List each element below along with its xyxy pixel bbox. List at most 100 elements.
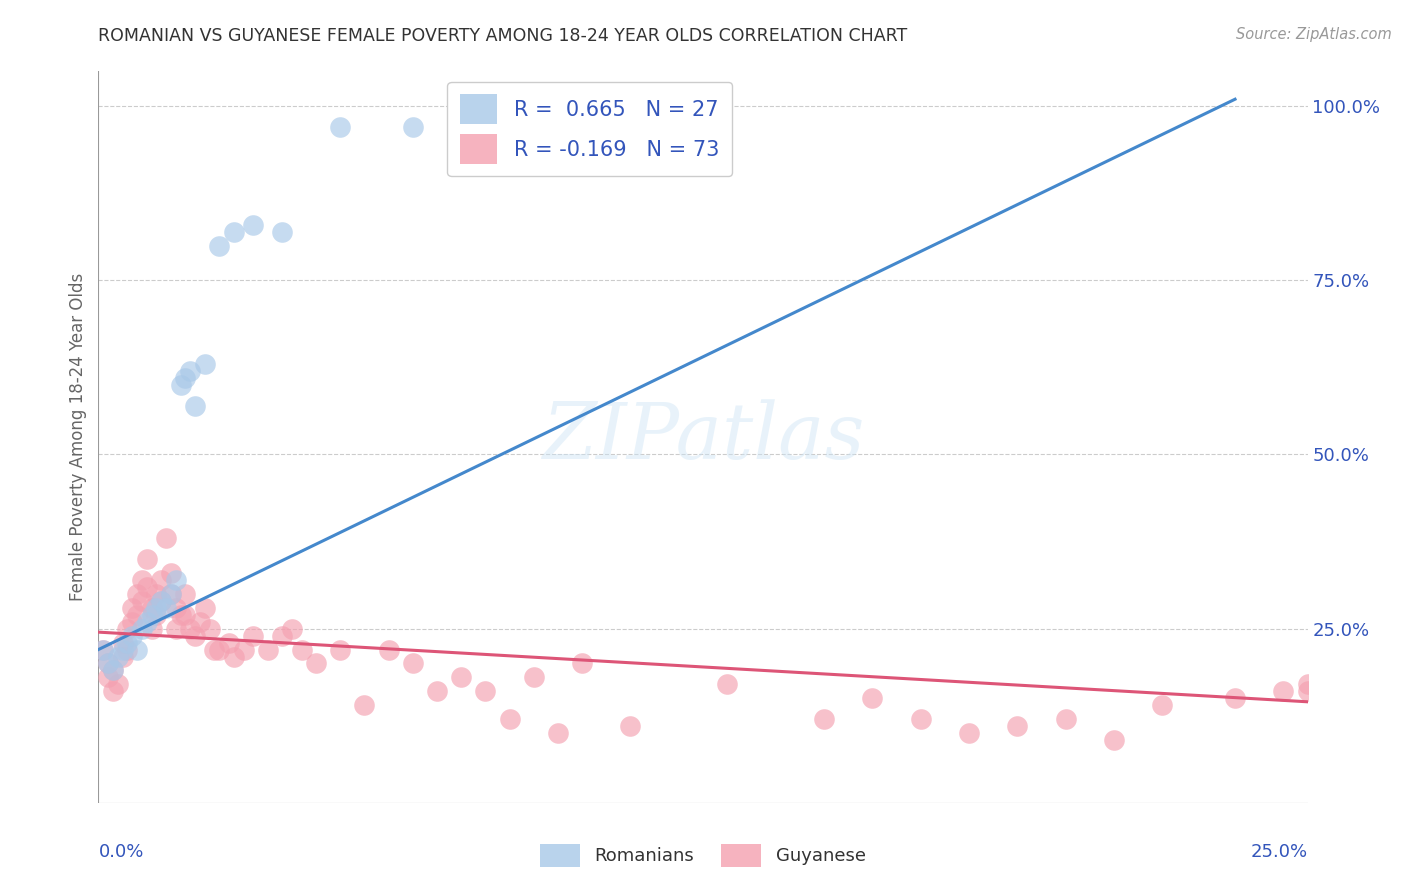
Point	[498, 712, 520, 726]
Point	[716, 677, 738, 691]
Point	[101, 664, 124, 678]
Point	[174, 607, 197, 622]
Point	[232, 642, 254, 657]
Point	[1296, 684, 1319, 698]
Point	[97, 670, 120, 684]
Point	[242, 218, 264, 232]
Point	[160, 587, 183, 601]
Point	[242, 629, 264, 643]
Point	[97, 657, 120, 671]
Point	[281, 622, 304, 636]
Point	[222, 649, 245, 664]
Point	[101, 664, 124, 678]
Point	[1007, 719, 1029, 733]
Point	[910, 712, 932, 726]
Point	[426, 684, 449, 698]
Point	[1152, 698, 1174, 713]
Point	[117, 642, 139, 657]
Point	[165, 622, 187, 636]
Point	[150, 594, 173, 608]
Point	[145, 607, 167, 622]
Point	[1296, 677, 1319, 691]
Point	[121, 615, 143, 629]
Point	[111, 649, 134, 664]
Point	[127, 607, 149, 622]
Point	[121, 629, 143, 643]
Point	[1102, 733, 1125, 747]
Point	[198, 622, 221, 636]
Point	[1223, 691, 1246, 706]
Point	[155, 600, 177, 615]
Point	[145, 600, 167, 615]
Y-axis label: Female Poverty Among 18-24 Year Olds: Female Poverty Among 18-24 Year Olds	[69, 273, 87, 601]
Point	[165, 600, 187, 615]
Point	[141, 622, 163, 636]
Point	[174, 587, 197, 601]
Point	[155, 531, 177, 545]
Point	[179, 364, 201, 378]
Point	[131, 594, 153, 608]
Point	[860, 691, 883, 706]
Point	[127, 587, 149, 601]
Point	[131, 622, 153, 636]
Text: ROMANIAN VS GUYANESE FEMALE POVERTY AMONG 18-24 YEAR OLDS CORRELATION CHART: ROMANIAN VS GUYANESE FEMALE POVERTY AMON…	[98, 27, 908, 45]
Point	[290, 642, 312, 657]
Point	[91, 642, 114, 657]
Point	[619, 719, 641, 733]
Point	[402, 120, 425, 134]
Point	[150, 594, 173, 608]
Point	[188, 615, 211, 629]
Point	[127, 642, 149, 657]
Point	[107, 677, 129, 691]
Point	[813, 712, 835, 726]
Point	[91, 642, 114, 657]
Point	[169, 377, 191, 392]
Point	[474, 684, 496, 698]
Point	[117, 635, 139, 649]
Point	[169, 607, 191, 622]
Point	[135, 552, 157, 566]
Point	[523, 670, 546, 684]
Point	[141, 607, 163, 622]
Point	[957, 726, 980, 740]
Point	[256, 642, 278, 657]
Point	[179, 622, 201, 636]
Point	[1272, 684, 1295, 698]
Point	[208, 238, 231, 252]
Point	[141, 600, 163, 615]
Legend: R =  0.665   N = 27, R = -0.169   N = 73: R = 0.665 N = 27, R = -0.169 N = 73	[447, 82, 733, 176]
Point	[208, 642, 231, 657]
Point	[184, 629, 207, 643]
Point	[571, 657, 593, 671]
Point	[174, 371, 197, 385]
Point	[121, 600, 143, 615]
Point	[165, 573, 187, 587]
Text: 0.0%: 0.0%	[98, 843, 143, 861]
Point	[150, 573, 173, 587]
Point	[377, 642, 399, 657]
Point	[111, 642, 134, 657]
Point	[160, 587, 183, 601]
Point	[402, 657, 425, 671]
Point	[271, 629, 294, 643]
Point	[194, 600, 217, 615]
Point	[353, 698, 375, 713]
Point	[117, 622, 139, 636]
Point	[145, 587, 167, 601]
Point	[329, 642, 352, 657]
Point	[218, 635, 240, 649]
Point	[135, 580, 157, 594]
Point	[111, 635, 134, 649]
Point	[107, 649, 129, 664]
Point	[222, 225, 245, 239]
Point	[131, 573, 153, 587]
Point	[135, 615, 157, 629]
Point	[305, 657, 328, 671]
Point	[1054, 712, 1077, 726]
Point	[547, 726, 569, 740]
Text: ZIPatlas: ZIPatlas	[541, 399, 865, 475]
Point	[204, 642, 226, 657]
Point	[329, 120, 352, 134]
Point	[97, 657, 120, 671]
Point	[160, 566, 183, 580]
